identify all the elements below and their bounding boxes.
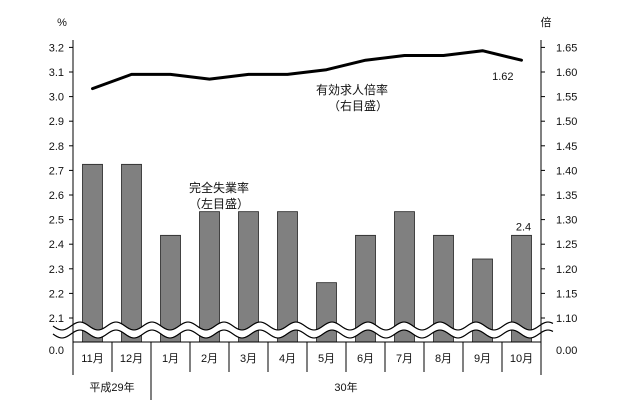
left-tick-label: 3.1 (49, 67, 64, 79)
axis-break-line-top (52, 321, 554, 331)
right-tick-label: 1.40 (556, 165, 577, 177)
job-ratio-last-value: 1.62 (492, 71, 513, 83)
left-tick-label: 2.3 (49, 264, 64, 276)
month-label-6月: 6月 (357, 353, 374, 365)
right-axis-unit: 倍 (541, 15, 552, 29)
month-label-2月: 2月 (201, 353, 218, 365)
left-tick-label: 3.2 (49, 42, 64, 54)
left-tick-label: 2.5 (49, 215, 64, 227)
job-ratio-line-path (91, 49, 523, 91)
unemployment-last-value: 2.4 (516, 221, 531, 233)
axis-ticks: 0.0 2.1 2.2 2.3 2.4 2.5 2.6 2.7 2.8 2.9 3.0 3.1 3.2 0… (49, 42, 578, 357)
left-tick-label: 2.4 (49, 239, 64, 251)
left-tick-label: 3.0 (49, 92, 64, 104)
month-label-12月: 12月 (120, 353, 143, 365)
month-label-3月: 3月 (240, 353, 257, 365)
year-label: 30年 (334, 380, 357, 394)
year-label: 平成29年 (89, 380, 134, 394)
unemployment-series-axis-note: （左目盛） (189, 196, 249, 211)
right-tick-label: 1.30 (556, 215, 577, 227)
bar-2月 (199, 211, 220, 343)
left-tick-label: 2.2 (49, 288, 64, 300)
right-tick-label: 1.25 (556, 239, 577, 251)
month-label-11月: 11月 (81, 353, 103, 365)
month-label-10月: 10月 (510, 353, 533, 365)
bar-1月 (160, 234, 181, 343)
bar-12月 (121, 163, 142, 343)
left-tick-label: 2.6 (49, 190, 64, 202)
month-label-7月: 7月 (396, 353, 413, 365)
left-tick-label: 2.7 (49, 165, 64, 177)
month-label-1月: 1月 (162, 353, 179, 365)
job-ratio-line (91, 49, 523, 91)
month-label-9月: 9月 (474, 353, 491, 365)
axis-break-line-bottom (52, 329, 554, 339)
right-tick-label: 0.00 (556, 345, 577, 357)
unemployment-series-label: 完全失業率 (189, 180, 249, 195)
unemployment-bars (82, 163, 532, 343)
bar-11月 (82, 163, 103, 343)
right-tick-label: 1.45 (556, 141, 577, 153)
job-ratio-series-label: 有効求人倍率 (316, 82, 388, 97)
right-tick-label: 1.15 (556, 288, 577, 300)
right-tick-label: 1.65 (556, 42, 577, 54)
month-label-8月: 8月 (435, 353, 452, 365)
job-ratio-series-axis-note: （右目盛） (328, 98, 388, 113)
annotations: 有効求人倍率 （右目盛） 完全失業率 （左目盛） 1.62 2.4 (189, 71, 531, 233)
right-tick-label: 1.10 (556, 313, 577, 325)
bar-3月 (238, 211, 259, 343)
right-tick-label: 1.60 (556, 67, 577, 79)
month-label-4月: 4月 (279, 353, 296, 365)
right-tick-label: 1.35 (556, 190, 577, 202)
axes (72, 40, 542, 400)
left-tick-label: 2.9 (49, 116, 64, 128)
right-tick-label: 1.55 (556, 92, 577, 104)
left-axis-unit: % (57, 17, 67, 29)
left-tick-label: 0.0 (49, 345, 64, 357)
month-label-5月: 5月 (318, 353, 335, 365)
axis-break (52, 321, 554, 339)
right-tick-label: 1.50 (556, 116, 577, 128)
left-tick-label: 2.8 (49, 141, 64, 153)
right-tick-label: 1.20 (556, 264, 577, 276)
left-tick-label: 2.1 (49, 313, 64, 325)
